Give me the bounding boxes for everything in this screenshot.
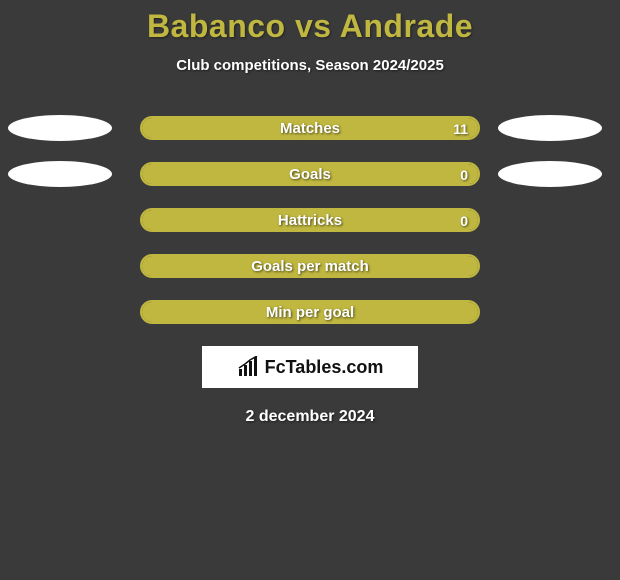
stat-row: Min per goal [0, 300, 620, 324]
avatar-left [8, 115, 112, 141]
content-root: Babanco vs Andrade Club competitions, Se… [0, 0, 620, 426]
stat-bar-fill [142, 256, 478, 276]
stat-bar-fill [142, 302, 478, 322]
stat-row: Hattricks0 [0, 208, 620, 232]
footer-logo[interactable]: FcTables.com [202, 346, 418, 388]
footer-date: 2 december 2024 [0, 408, 620, 426]
stats-container: Matches11 Goals0 Hattricks0 Goals per match… [0, 116, 620, 324]
avatar-left [8, 161, 112, 187]
footer-logo-text: FcTables.com [265, 357, 384, 378]
stat-bar-fill [142, 164, 478, 184]
stat-bar: Goals0 [140, 162, 480, 186]
avatar-right [498, 115, 602, 141]
stat-row: Goals per match [0, 254, 620, 278]
stat-bar-fill [142, 210, 478, 230]
stat-row: Goals0 [0, 162, 620, 186]
page-title: Babanco vs Andrade [0, 8, 620, 45]
stat-bar: Goals per match [140, 254, 480, 278]
stat-bar: Matches11 [140, 116, 480, 140]
stat-bar: Hattricks0 [140, 208, 480, 232]
stat-bar-fill [142, 118, 478, 138]
stat-row: Matches11 [0, 116, 620, 140]
bar-chart-icon [237, 356, 259, 378]
avatar-right [498, 161, 602, 187]
subtitle: Club competitions, Season 2024/2025 [0, 57, 620, 74]
stat-bar: Min per goal [140, 300, 480, 324]
